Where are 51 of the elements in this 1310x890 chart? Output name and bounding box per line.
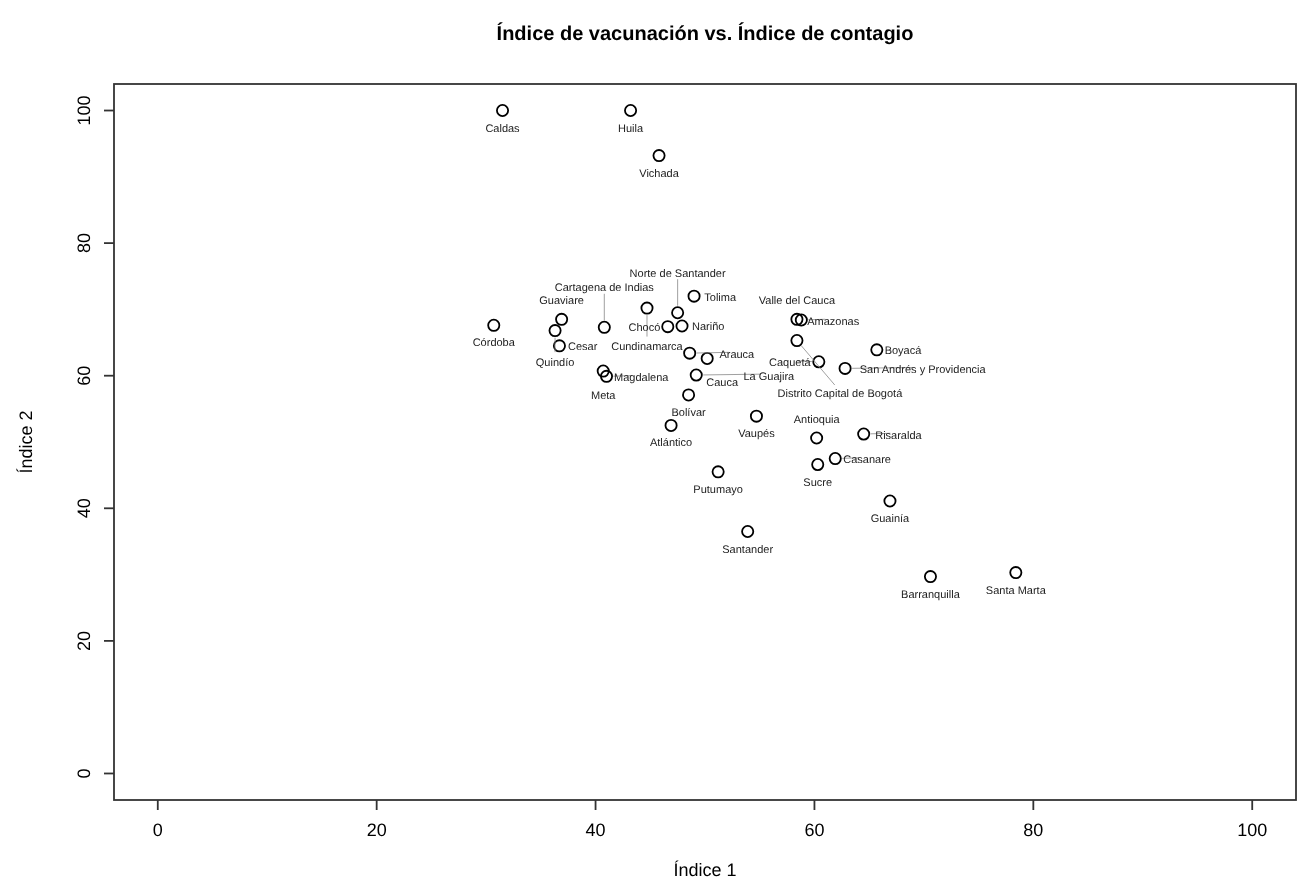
point	[711, 465, 725, 479]
point	[548, 324, 562, 338]
x-axis-title: Índice 1	[673, 860, 737, 880]
point	[664, 418, 678, 432]
point	[689, 368, 703, 382]
point	[624, 104, 638, 118]
point	[600, 369, 613, 383]
point	[749, 409, 763, 423]
point	[794, 313, 808, 327]
point	[671, 306, 685, 320]
y-axis-title: Índice 2	[16, 410, 36, 474]
point	[810, 431, 824, 445]
point	[496, 104, 510, 118]
point	[661, 320, 675, 334]
point	[811, 458, 825, 472]
y-tick-label: 80	[74, 233, 94, 254]
x-tick-label: 60	[804, 820, 825, 840]
x-tick-label: 40	[585, 820, 606, 840]
x-tick-label: 80	[1023, 820, 1044, 840]
chart-title: Índice de vacunación vs. Índice de contagio	[496, 22, 914, 46]
point	[596, 364, 610, 378]
point	[682, 388, 696, 402]
x-tick-label: 100	[1237, 820, 1268, 840]
point	[597, 320, 611, 334]
point	[552, 339, 566, 353]
point	[790, 312, 804, 326]
point	[700, 351, 714, 365]
y-tick-label: 60	[74, 365, 94, 386]
point	[555, 312, 569, 326]
point	[487, 318, 501, 332]
point	[870, 343, 884, 357]
point	[741, 525, 755, 538]
point	[790, 334, 804, 348]
y-tick-label: 20	[74, 630, 94, 651]
point	[828, 452, 842, 466]
point	[857, 427, 871, 441]
y-tick-label: 0	[74, 768, 94, 779]
x-tick-label: 20	[366, 820, 387, 840]
point	[640, 301, 654, 315]
y-tick-label: 40	[74, 498, 94, 519]
point	[838, 361, 852, 375]
point	[812, 355, 826, 369]
point	[683, 346, 697, 360]
point	[687, 289, 701, 303]
point	[883, 494, 897, 508]
y-tick-label: 100	[74, 95, 94, 126]
point	[1009, 566, 1023, 580]
x-tick-label: 0	[152, 820, 163, 840]
point	[675, 319, 689, 333]
point	[923, 570, 937, 584]
point	[652, 149, 666, 163]
